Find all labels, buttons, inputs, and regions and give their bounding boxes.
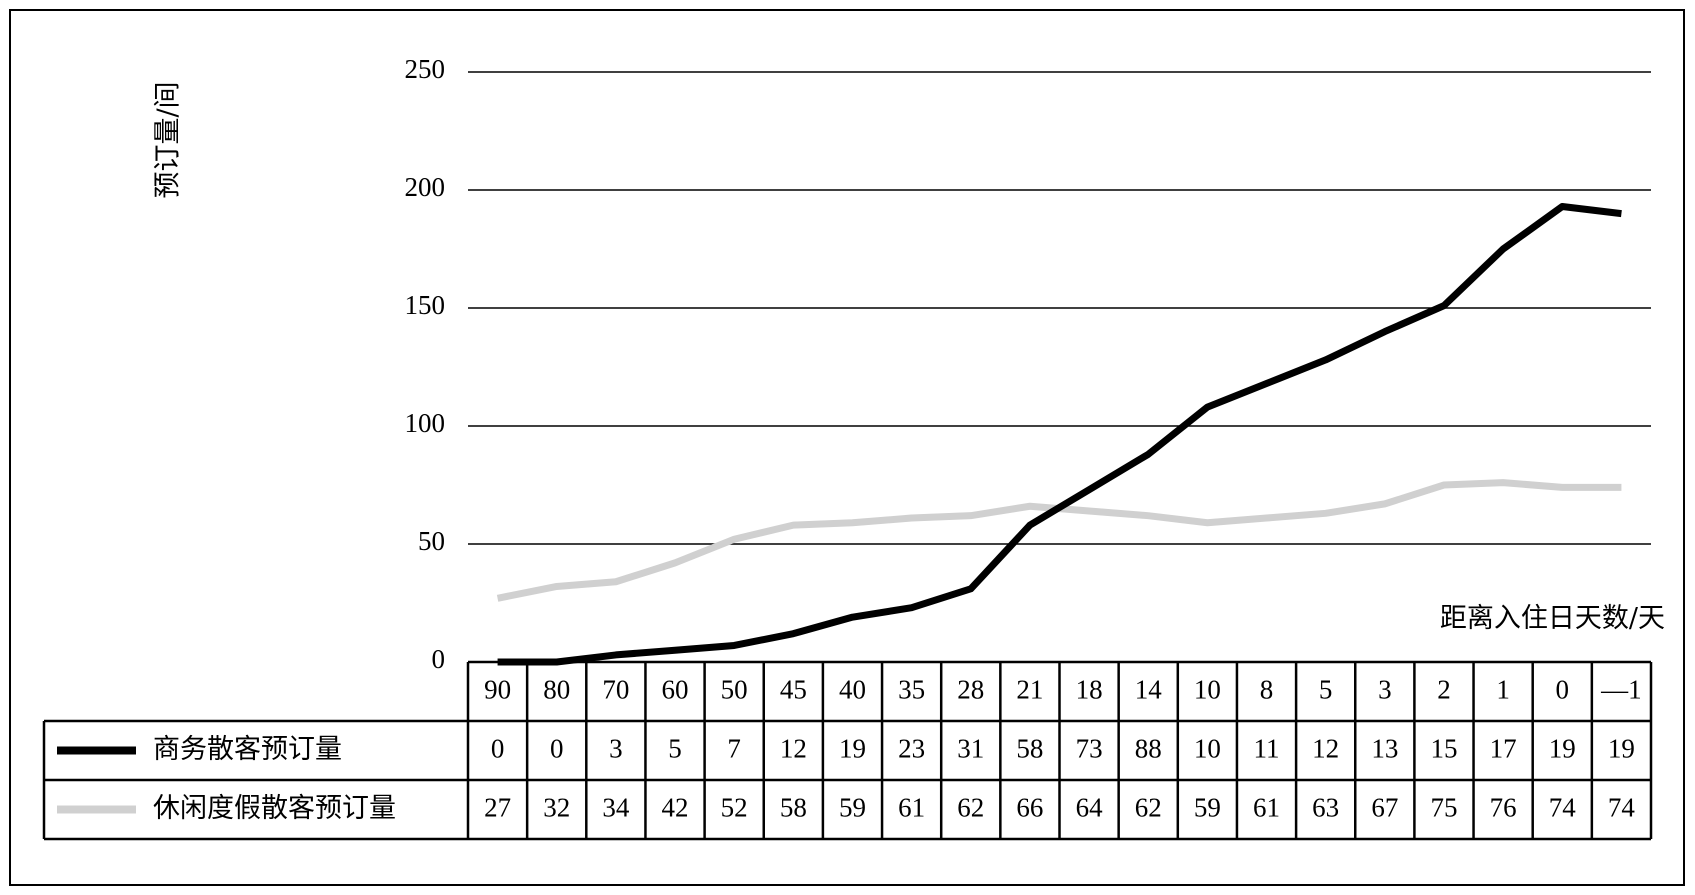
table-cell-value: 7 xyxy=(727,734,741,764)
x-tick-label: 5 xyxy=(1319,675,1333,705)
series-line-1 xyxy=(497,203,1622,666)
table-cell-value: 63 xyxy=(1312,793,1339,823)
table-cell-value: 11 xyxy=(1254,734,1280,764)
table-cell-value: 62 xyxy=(957,793,984,823)
table-cell-value: 5 xyxy=(668,734,682,764)
table-cell-value: 42 xyxy=(662,793,689,823)
table-cell-value: 0 xyxy=(550,734,564,764)
table-cell-value: 59 xyxy=(839,793,866,823)
chart-frame xyxy=(9,9,1685,886)
table-cell-value: 64 xyxy=(1076,793,1104,823)
table-cell-value: 62 xyxy=(1135,793,1162,823)
legend-label: 商务散客预订量 xyxy=(153,734,342,765)
x-tick-label: 80 xyxy=(543,675,570,705)
table-cell-value: 19 xyxy=(1608,734,1635,764)
x-tick-label: 35 xyxy=(898,675,925,705)
table-cell-value: 59 xyxy=(1194,793,1221,823)
table-cell-value: 73 xyxy=(1076,734,1103,764)
table-cell-value: 13 xyxy=(1371,734,1398,764)
table-cell-value: 74 xyxy=(1608,793,1636,823)
table-cell-value: 88 xyxy=(1135,734,1162,764)
table-cell-value: 15 xyxy=(1430,734,1457,764)
x-tick-label: 10 xyxy=(1194,675,1221,705)
table-cell-value: 74 xyxy=(1549,793,1577,823)
table-cell-value: 66 xyxy=(1016,793,1043,823)
x-tick-label: 40 xyxy=(839,675,866,705)
x-tick-label: 45 xyxy=(780,675,807,705)
table-cell-value: 52 xyxy=(721,793,748,823)
table-cell-value: 58 xyxy=(1016,734,1043,764)
x-tick-label: 18 xyxy=(1076,675,1103,705)
table-cell-value: 67 xyxy=(1371,793,1398,823)
x-tick-label: 50 xyxy=(721,675,748,705)
table-cell-value: 12 xyxy=(1312,734,1339,764)
legend-label: 休闲度假散客预订量 xyxy=(153,793,396,824)
table-cell-value: 58 xyxy=(780,793,807,823)
x-tick-label: 70 xyxy=(602,675,629,705)
table-cell-value: 27 xyxy=(484,793,511,823)
x-tick-label: 14 xyxy=(1135,675,1163,705)
table-cell-value: 19 xyxy=(1549,734,1576,764)
x-axis-title: 距离入住日天数/天 xyxy=(1440,603,1665,634)
table-cell-value: 0 xyxy=(491,734,505,764)
x-tick-label: 60 xyxy=(662,675,689,705)
table-cell-value: 61 xyxy=(1253,793,1280,823)
y-axis-title: 预订量/间 xyxy=(153,81,184,198)
table-cell-value: 3 xyxy=(609,734,623,764)
table-cell-value: 32 xyxy=(543,793,570,823)
y-tick-label: 0 xyxy=(432,644,446,674)
series-line-2 xyxy=(496,479,1622,602)
y-axis-ticks: 0 50 100 150 200 250 xyxy=(405,54,446,674)
table-cell-value: 12 xyxy=(780,734,807,764)
table-cell-value: 75 xyxy=(1430,793,1457,823)
y-tick-label: 50 xyxy=(418,526,445,556)
y-tick-label: 250 xyxy=(405,54,446,84)
x-tick-label: 90 xyxy=(484,675,511,705)
x-tick-label: —1 xyxy=(1600,675,1642,705)
x-tick-label: 2 xyxy=(1437,675,1451,705)
table-cell-value: 76 xyxy=(1490,793,1517,823)
x-tick-label: 1 xyxy=(1496,675,1510,705)
table-cell-value: 17 xyxy=(1490,734,1517,764)
x-tick-label: 28 xyxy=(957,675,984,705)
table-cell-value: 19 xyxy=(839,734,866,764)
y-tick-label: 200 xyxy=(405,172,446,202)
x-tick-label: 8 xyxy=(1260,675,1274,705)
table-cell-value: 34 xyxy=(602,793,630,823)
table-cell-value: 61 xyxy=(898,793,925,823)
series-lines xyxy=(496,203,1622,666)
table-cell-value: 10 xyxy=(1194,734,1221,764)
y-tick-label: 150 xyxy=(405,290,446,320)
x-tick-label: 21 xyxy=(1016,675,1043,705)
table-cell-value: 23 xyxy=(898,734,925,764)
data-table: 90 80 70 60 50 45 40 35 28 21 18 14 10 8 5 3 2 1 0 —1商务散客预订… xyxy=(42,660,1653,841)
y-tick-label: 100 xyxy=(405,408,446,438)
table-cell-value: 31 xyxy=(957,734,984,764)
x-tick-label: 3 xyxy=(1378,675,1392,705)
x-tick-label: 0 xyxy=(1556,675,1570,705)
